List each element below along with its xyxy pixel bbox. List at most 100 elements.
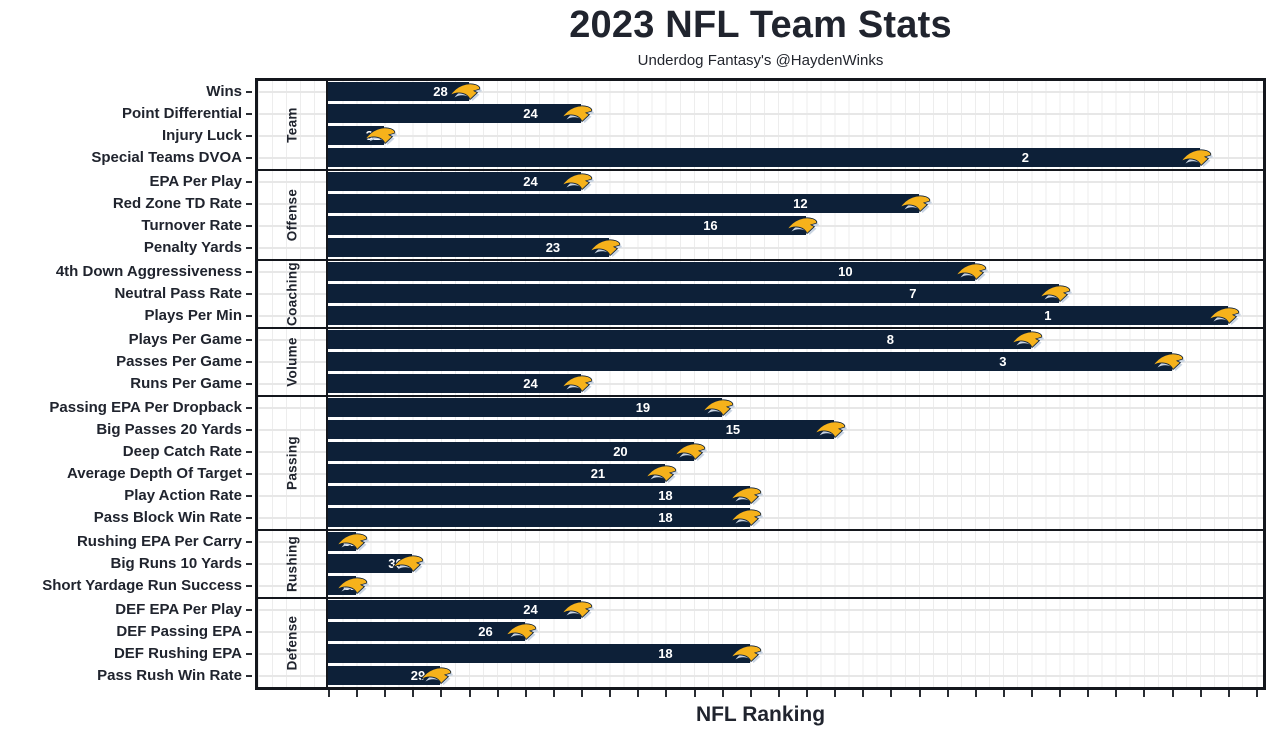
chargers-bolt-icon [1011,328,1051,350]
y-axis-label-text: Neutral Pass Rate [114,285,242,303]
y-axis-label-text: Passes Per Game [116,353,242,371]
bar-row-penalty-yards: 23 [328,237,1263,259]
y-axis-label-text: Pass Rush Win Rate [97,667,242,685]
chargers-bolt-icon [899,192,939,214]
bar-value-label: 1 [1044,308,1052,324]
chargers-bolt-icon [505,620,545,642]
bar-row-big-runs-10-yards: 30 [328,553,1263,575]
rank-bar: 18 [328,508,763,528]
bar-row-point-differential: 24 [328,103,1263,125]
y-axis-label-text: Passing EPA Per Dropback [49,399,242,417]
y-label-group-team: Wins Point Differential Injury Luck Special… [0,81,255,171]
bar-value-label: 20 [613,444,628,460]
y-axis-label-text: Red Zone TD Rate [112,195,242,213]
y-axis-tick [246,202,252,205]
y-axis-label-text: Big Passes 20 Yards [96,421,242,439]
chargers-bolt-icon [730,506,770,528]
facet-strip-label: Team [284,107,300,143]
x-axis-tick [721,689,724,697]
y-axis-tick [246,608,252,611]
y-axis-label-short-yardage-run-success: Short Yardage Run Success [0,575,255,597]
x-axis-tick [1199,689,1202,697]
y-axis-label-plays-per-game: Plays Per Game [0,329,255,351]
bar-value-label: 28 [433,84,448,100]
facet-team: Team 28 24 31 2 [258,80,1263,171]
chargers-bolt-icon [561,372,601,394]
bar-value-label: 24 [523,602,538,618]
y-axis-label-pass-block-win-rate: Pass Block Win Rate [0,507,255,529]
facet-rows-offense: 24 12 16 23 [328,171,1263,259]
y-axis-label-text: Injury Luck [161,127,242,145]
x-axis-tick [1227,689,1230,697]
bar-row-runs-per-game: 24 [328,373,1263,395]
bar-row-pass-block-win-rate: 18 [328,507,1263,529]
y-axis-label-average-depth-of-target: Average Depth Of Target [0,463,255,485]
chargers-bolt-icon [449,80,489,102]
x-axis-tick [468,689,471,697]
bar-value-label: 24 [523,376,538,392]
chargers-bolt-icon [674,440,714,462]
y-axis-tick [246,246,252,249]
y-axis-label-text: Turnover Rate [141,217,242,235]
chargers-bolt-icon [561,598,601,620]
rank-bar: 30 [328,554,426,574]
y-axis-label-big-passes-20-yards: Big Passes 20 Yards [0,419,255,441]
chargers-bolt-icon [702,396,742,418]
y-axis-tick [246,180,252,183]
y-axis-label-text: Deep Catch Rate [122,443,242,461]
bar-row-epa-per-play: 24 [328,171,1263,193]
bar-row-short-yardage-run-success: 32 [328,575,1263,597]
chargers-bolt-icon [955,260,995,282]
facet-strip-defense: Defense [258,598,328,687]
bar-value-label: 15 [725,422,741,438]
facet-passing: Passing 19 15 20 21 18 18 [258,396,1263,531]
x-axis-tick [665,689,668,697]
bar-value-label: 8 [886,332,895,348]
bar-value-label: 18 [658,488,673,504]
x-axis-tick [1171,689,1174,697]
plot-area: Team 28 24 31 2 Offense 24 12 16 23 Coaching 10 7 1 Vo… [255,77,1266,727]
x-axis-tick [1002,689,1005,697]
y-axis-label-special-teams-dvoa: Special Teams DVOA [0,147,255,169]
y-axis-tick [246,450,252,453]
x-axis-tick [806,689,809,697]
facet-strip-offense: Offense [258,170,328,259]
x-axis-tick [1143,689,1146,697]
y-axis-label-text: Wins [206,83,242,101]
rank-bar: 32 [328,532,369,552]
facet-strip-label: Defense [284,615,300,671]
y-axis-label-injury-luck: Injury Luck [0,125,255,147]
rank-bar: 31 [328,126,398,146]
facet-rushing: Rushing 32 30 32 [258,530,1263,599]
x-axis-tick [1255,689,1258,697]
bar-value-label: 18 [658,510,673,526]
y-axis-label-text: Average Depth Of Target [66,465,242,483]
y-axis-label-rushing-epa-per-carry: Rushing EPA Per Carry [0,531,255,553]
facet-strip-coaching: Coaching [258,260,328,327]
facet-strip-label: Passing [284,435,300,490]
x-axis-tick [356,689,359,697]
chart-title: 2023 NFL Team Stats [569,4,952,46]
bar-row-deep-catch-rate: 20 [328,441,1263,463]
bar-value-label: 23 [545,240,561,256]
x-axis-tick [524,689,527,697]
rank-bar: 24 [328,600,594,620]
facet-rows-team: 28 24 31 2 [328,81,1263,169]
y-axis-tick [246,270,252,273]
y-axis-label-text: Special Teams DVOA [91,149,242,167]
y-label-group-offense: EPA Per Play Red Zone TD Rate Turnover Rat… [0,171,255,261]
y-axis-tick [246,406,252,409]
bar-row-rushing-epa-per-carry: 32 [328,531,1263,553]
y-axis-label-wins: Wins [0,81,255,103]
y-axis-label-play-action-rate: Play Action Rate [0,485,255,507]
y-label-group-passing: Passing EPA Per Dropback Big Passes 20 Ya… [0,397,255,531]
y-axis-label-text: Big Runs 10 Yards [110,555,242,573]
facet-rows-rushing: 32 30 32 [328,531,1263,597]
facet-defense: Defense 24 26 18 29 [258,598,1263,687]
facet-strip-label: Coaching [284,261,300,326]
chargers-bolt-icon [561,102,601,124]
facet-strip-label: Offense [284,188,300,242]
x-axis-tick [496,689,499,697]
bar-row-special-teams-dvoa: 2 [328,147,1263,169]
y-axis-tick [246,516,252,519]
